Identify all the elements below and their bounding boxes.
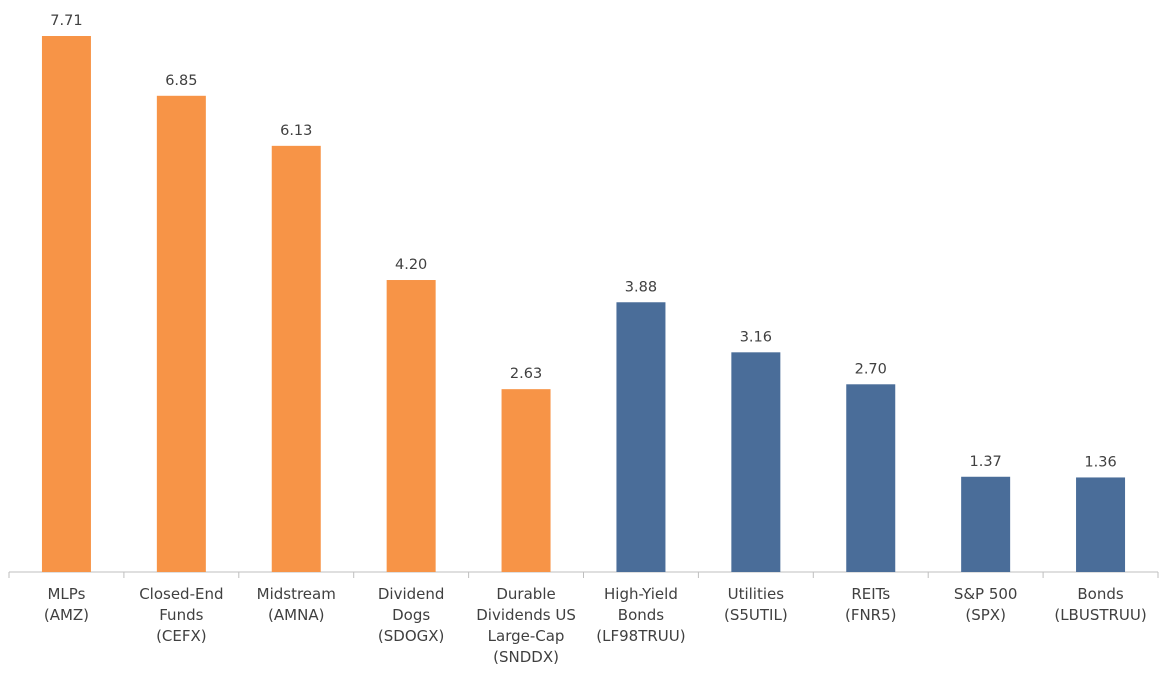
category-label: Midstream (AMNA) [257,585,336,624]
category-label: Utilities (S5UTIL) [724,585,788,624]
category-label-line: MLPs [47,585,85,603]
category-label-line: (LBUSTRUU) [1054,606,1146,624]
category-label-line: Bonds [1077,585,1123,603]
category-label-line: REITs [851,585,890,603]
category-label-line: Utilities [728,585,785,603]
bar-value-label: 4.20 [395,257,427,273]
category-label: Dividend Dogs (SDOGX) [378,585,445,645]
category-label-line: Closed-End [139,585,223,603]
category-label-line: Bonds [618,606,664,624]
bar-value-label: 6.13 [280,123,312,139]
bar-value-label: 1.37 [970,454,1002,470]
bar-value-label: 3.16 [740,329,772,345]
x-axis-ticks [8,572,1159,578]
bars-group [41,36,1126,572]
bar-value-label: 6.85 [165,73,197,89]
category-label-line: (AMZ) [44,606,89,624]
category-label-line: (LF98TRUU) [596,627,685,645]
bar-value-label: 2.63 [510,366,542,382]
category-label-line: Funds [159,606,203,624]
bar [846,384,896,572]
value-labels-group: 7.71 6.85 6.13 4.20 2.63 3.88 3.16 2.70 1.37 1.36 [50,13,1116,470]
bar [616,302,666,572]
category-label: Closed-End Funds (CEFX) [139,585,223,645]
bar [156,95,206,572]
category-label-line: Durable [496,585,555,603]
category-label-line: Dogs [392,606,430,624]
category-label: REITs (FNR5) [845,585,897,624]
bar-value-label: 3.88 [625,279,657,295]
category-label: Durable Dividends US Large-Cap (SNDDX) [476,585,576,666]
category-label-line: (S5UTIL) [724,606,788,624]
category-label-line: (AMNA) [268,606,324,624]
category-label: High-Yield Bonds (LF98TRUU) [596,585,685,645]
bar [501,389,551,572]
category-label-line: Large-Cap [488,627,565,645]
category-label-line: Dividends US [476,606,576,624]
bar-value-label: 2.70 [855,361,887,377]
bar [731,352,781,572]
category-label-line: (SPX) [965,606,1006,624]
category-label-line: (FNR5) [845,606,897,624]
category-label: Bonds (LBUSTRUU) [1054,585,1146,624]
bar [41,36,91,572]
bar [1076,477,1126,572]
category-label: MLPs (AMZ) [44,585,89,624]
bar [961,476,1011,572]
category-label-line: (CEFX) [156,627,207,645]
category-label-line: Dividend [378,585,445,603]
bar [386,280,436,572]
category-labels-group: MLPs (AMZ) Closed-End Funds (CEFX) Midstream (… [44,585,1147,666]
category-label-line: (SNDDX) [493,648,559,666]
category-label-line: Midstream [257,585,336,603]
category-label-line: (SDOGX) [378,627,444,645]
bar-value-label: 7.71 [50,13,82,29]
category-label: S&P 500 (SPX) [954,585,1018,624]
category-label-line: S&P 500 [954,585,1018,603]
bar [271,145,321,572]
bar-value-label: 1.36 [1084,454,1116,470]
category-label-line: High-Yield [604,585,678,603]
